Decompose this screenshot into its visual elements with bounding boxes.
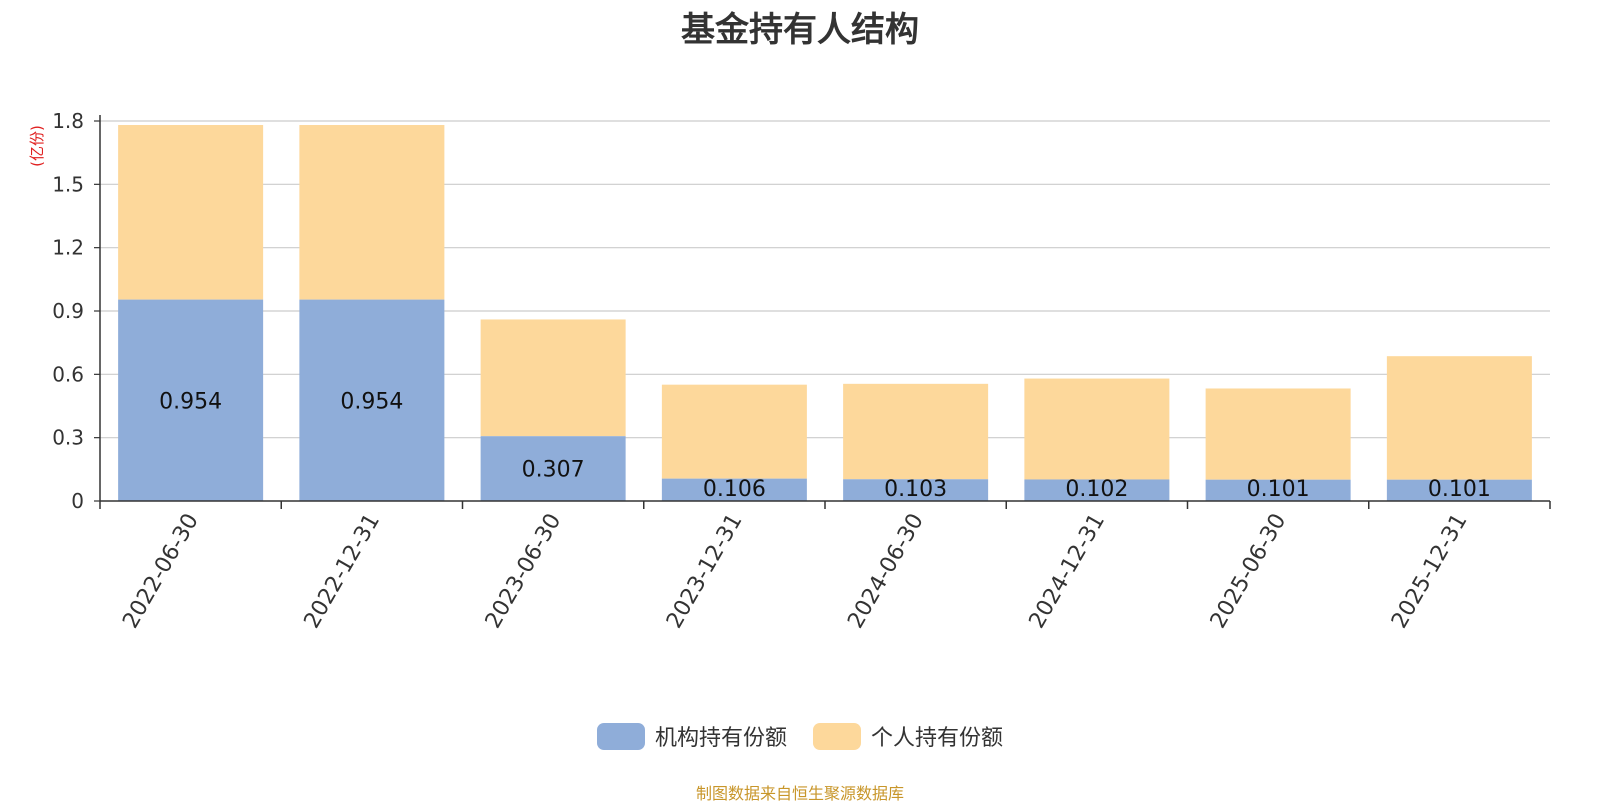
- x-tick-label: 2023-06-30: [481, 510, 567, 633]
- bar-individual: [661, 384, 807, 479]
- x-tick-label: 2025-06-30: [1206, 510, 1292, 633]
- legend-swatch-institutional: [596, 722, 645, 750]
- bar-institutional: [843, 479, 989, 501]
- x-tick-label: 2023-12-31: [662, 510, 748, 633]
- bar-individual: [1024, 378, 1170, 480]
- data-label-institutional: 0.106: [703, 477, 766, 502]
- y-tick-label: 0.9: [52, 299, 84, 323]
- bar-institutional: [1024, 479, 1170, 501]
- data-label-institutional: 0.954: [159, 389, 222, 414]
- x-tick-label: 2025-12-31: [1387, 510, 1473, 633]
- bar-individual: [299, 125, 445, 300]
- y-tick-label: 1.2: [52, 236, 84, 260]
- y-tick-label: 1.5: [52, 172, 84, 196]
- x-tick-label: 2022-12-31: [299, 510, 385, 633]
- legend-item-individual[interactable]: 个人持有份额: [813, 720, 1003, 752]
- data-label-institutional: 0.102: [1065, 477, 1128, 502]
- bar-institutional: [1205, 479, 1351, 501]
- bar-institutional: [118, 299, 264, 501]
- bar-individual: [843, 383, 989, 480]
- data-label-institutional: 0.954: [340, 389, 403, 414]
- x-tick-label: 2022-06-30: [118, 510, 204, 633]
- y-tick-label: 0.3: [52, 426, 84, 450]
- data-label-institutional: 0.101: [1247, 477, 1310, 502]
- x-tick-label: 2024-12-31: [1024, 510, 1110, 633]
- x-tick-label: 2024-06-30: [843, 510, 929, 633]
- legend-swatch-individual: [813, 722, 861, 750]
- bar-institutional: [1386, 479, 1532, 501]
- bar-individual: [1205, 388, 1351, 480]
- y-axis-unit-label: (亿份): [28, 125, 46, 167]
- bar-individual: [1386, 356, 1532, 480]
- legend: 机构持有份额 个人持有份额: [0, 720, 1600, 752]
- data-label-institutional: 0.103: [884, 477, 947, 502]
- bar-individual: [480, 319, 626, 437]
- y-tick-label: 0.6: [52, 362, 84, 386]
- source-note: 制图数据来自恒生聚源数据库: [695, 784, 904, 803]
- legend-label-individual: 个人持有份额: [871, 726, 1004, 751]
- bar-institutional: [480, 436, 626, 501]
- data-label-institutional: 0.101: [1428, 477, 1491, 502]
- data-label-institutional: 0.307: [522, 458, 585, 483]
- chart-title: 基金持有人结构: [681, 10, 919, 50]
- bar-individual: [118, 125, 264, 300]
- bar-institutional: [299, 299, 445, 501]
- y-tick-label: 1.8: [52, 109, 84, 133]
- legend-item-institutional[interactable]: 机构持有份额: [596, 720, 787, 752]
- legend-label-institutional: 机构持有份额: [654, 726, 787, 751]
- y-tick-label: 0: [71, 489, 84, 513]
- bar-institutional: [661, 478, 807, 501]
